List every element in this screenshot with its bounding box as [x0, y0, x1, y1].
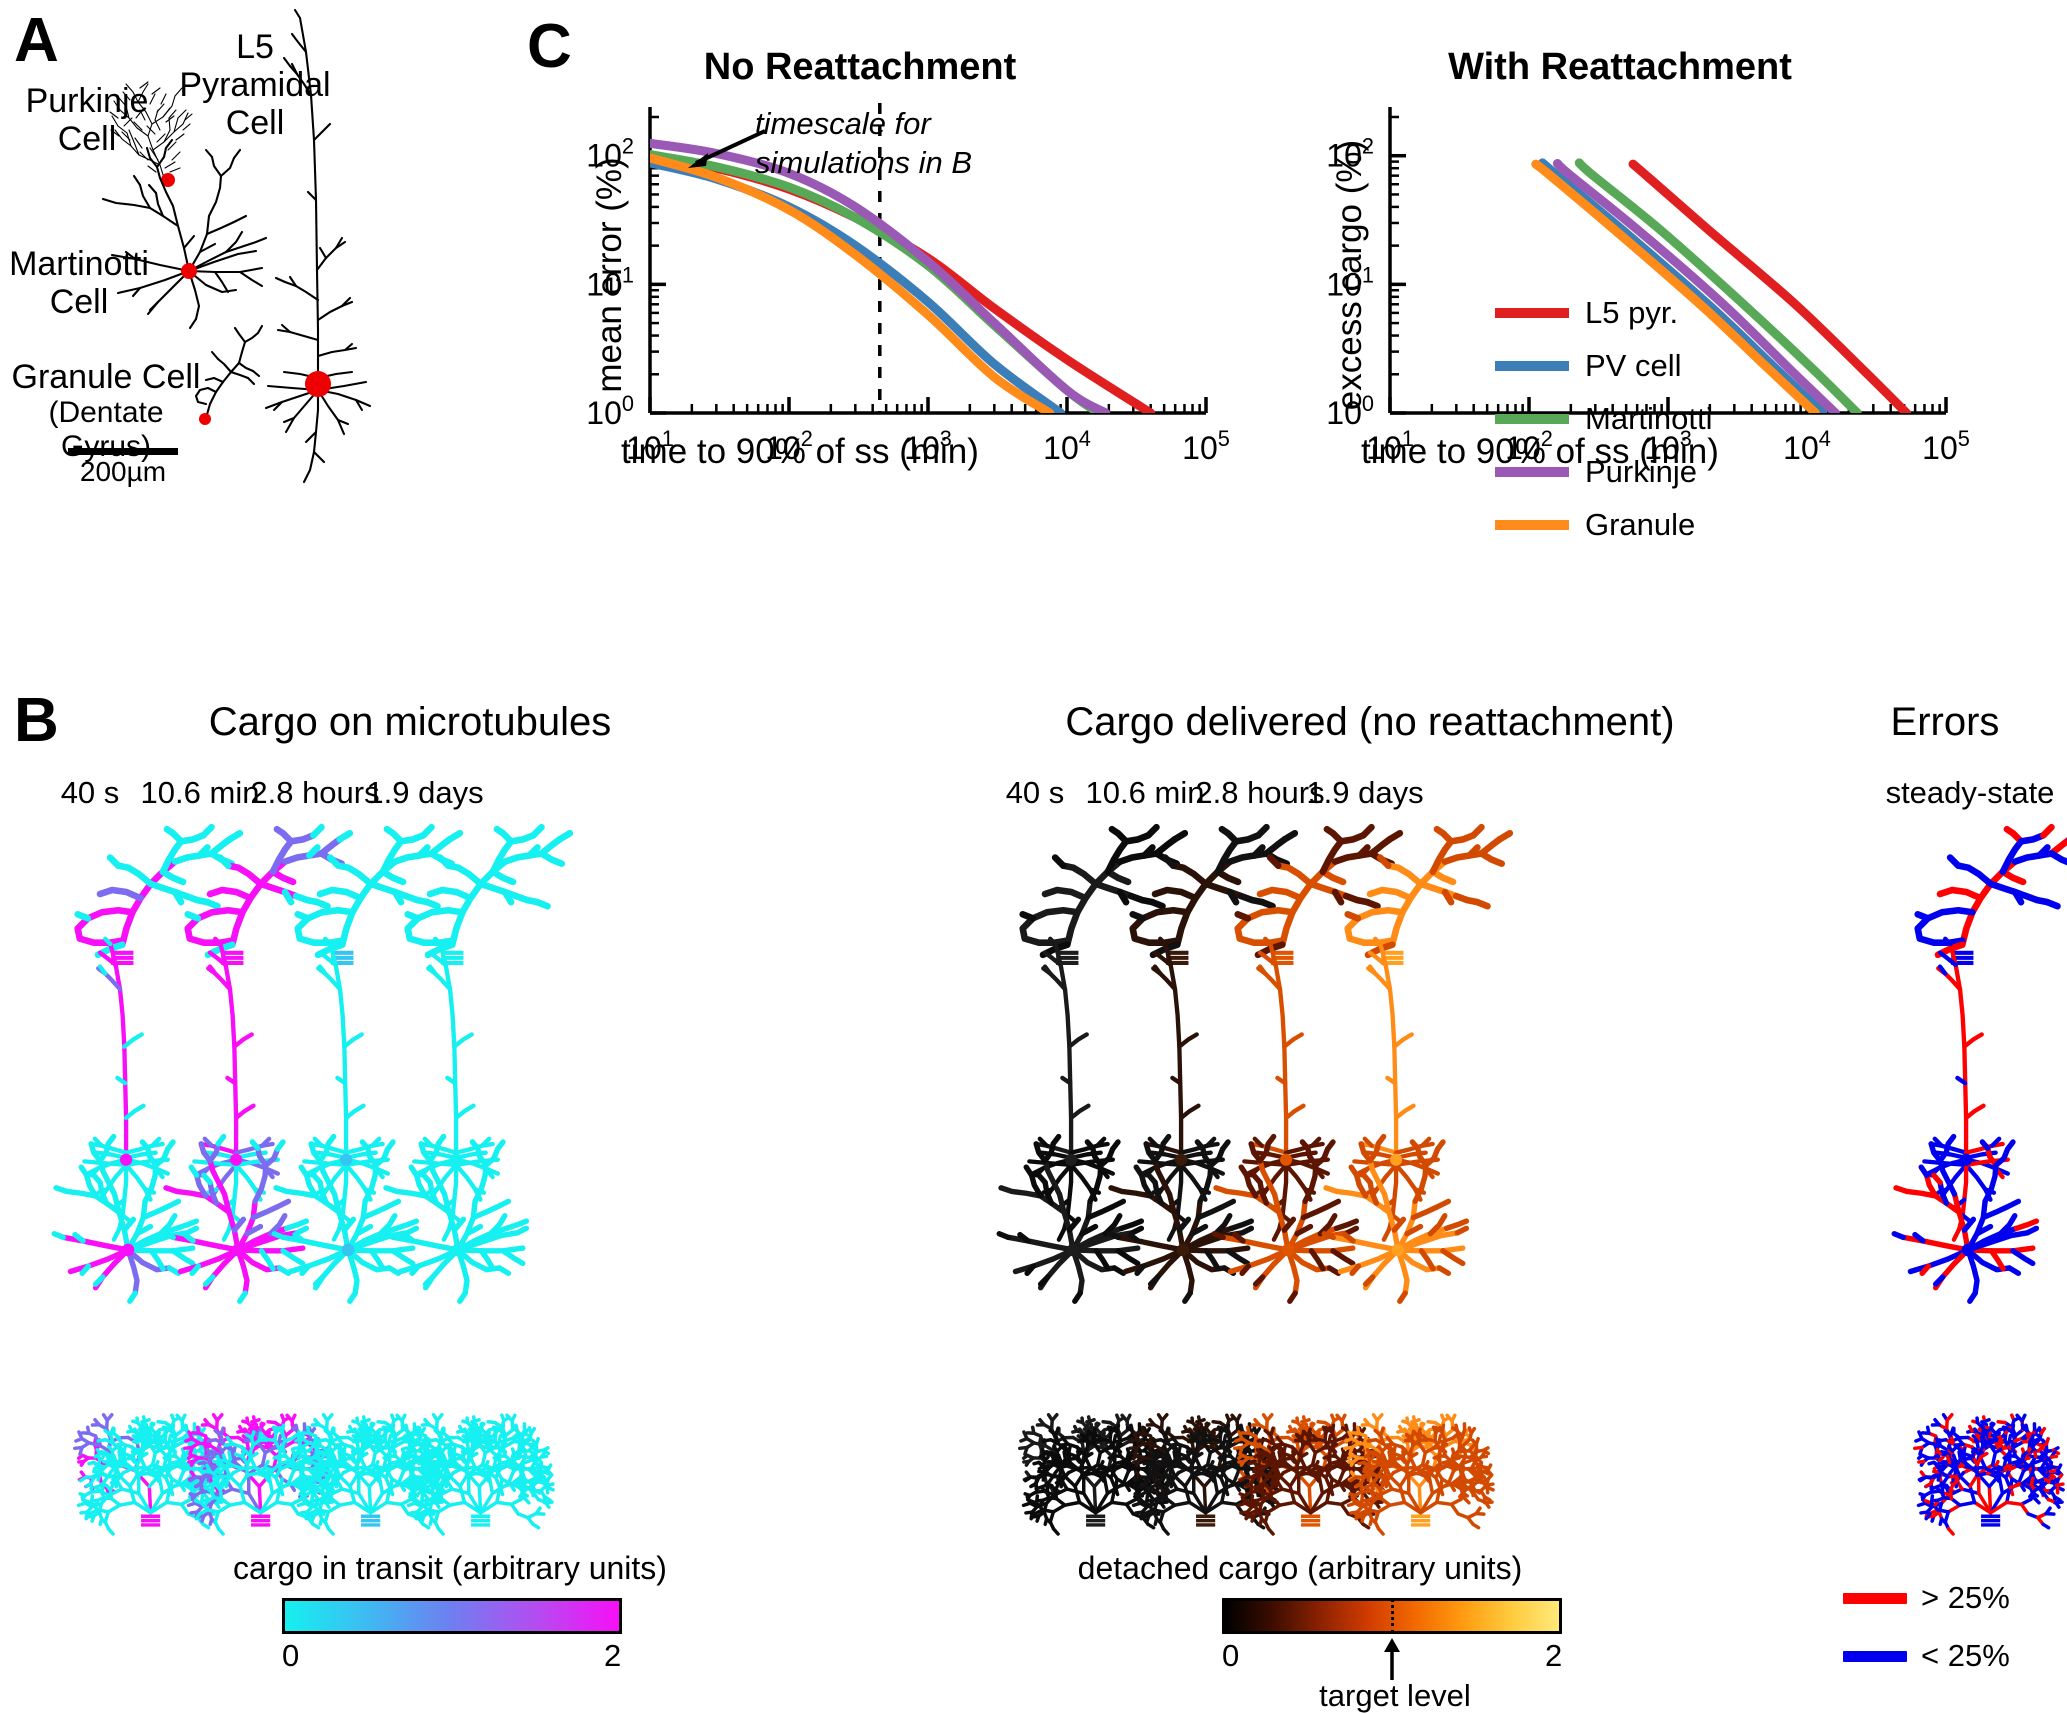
chart-legend-swatch-3 — [1495, 467, 1569, 477]
chart-legend-label-4: Granule — [1585, 507, 1696, 542]
scale-bar-label: 200µm — [79, 456, 167, 487]
granule-soma — [199, 413, 211, 425]
chart-legend-item-0: L5 pyr. — [1495, 295, 1795, 331]
neuron-martinotti-col-0 — [20, 1115, 227, 1317]
neuron-granule-col-2 — [240, 815, 475, 967]
col-label-transit-3: 1.9 days — [366, 775, 484, 810]
group-title-transit: Cargo on microtubules — [208, 700, 612, 744]
error-legend-swatch-high — [1843, 1592, 1907, 1604]
neuron-martinotti-col-4 — [965, 1115, 1172, 1317]
chart-legend-label-2: Martinotti — [1585, 401, 1713, 436]
error-legend: > 25% < 25% — [1843, 1580, 2010, 1674]
svg-text:104: 104 — [1043, 426, 1091, 466]
chart-legend-label-3: Purkinje — [1585, 454, 1697, 489]
neuron-purkinje-col-7 — [1290, 1295, 1551, 1536]
annotation-arrow-icon — [688, 129, 766, 168]
colorbar-target-marker — [1391, 1598, 1394, 1634]
chart-title-with-reattachment: With Reattachment — [1448, 46, 1792, 88]
error-legend-item-low: < 25% — [1843, 1638, 2010, 1674]
label-granule-cell: Granule Cell (Dentate Gyrus) — [11, 358, 201, 463]
chart-legend: L5 pyr. PV cell Martinotti Purkinje Granule — [1495, 295, 1795, 560]
colorbar-detached-max: 2 — [1545, 1638, 1563, 1673]
col-label-delivered-0: 40 s — [1005, 775, 1065, 810]
neuron-martinotti-col-5 — [1075, 1115, 1282, 1317]
col-label-transit-0: 40 s — [60, 775, 120, 810]
neuron-granule-col-3 — [350, 815, 585, 967]
colorbar-transit-max: 2 — [604, 1638, 622, 1673]
timescale-annotation: timescale for simulations in B — [755, 106, 973, 180]
ylabel-no-reattachment: mean error (%) — [590, 157, 629, 393]
ylabel-with-reattachment: excess cargo (%) — [1330, 139, 1369, 411]
error-legend-label-low: < 25% — [1921, 1638, 2010, 1673]
neuron-granule-col-0 — [20, 815, 255, 967]
label-l5-pyramidal-cell: L5 Pyramidal Cell — [179, 28, 331, 143]
col-label-delivered-1: 10.6 min — [1085, 775, 1205, 810]
martinotti-soma — [181, 263, 197, 279]
colorbar-title-detached: detached cargo (arbitrary units) — [1077, 1550, 1523, 1586]
chart-legend-swatch-1 — [1495, 361, 1569, 371]
col-label-transit-2: 2.8 hours — [250, 775, 380, 810]
purkinje-soma — [161, 173, 175, 187]
chart-legend-label-1: PV cell — [1585, 348, 1682, 383]
chart-legend-item-2: Martinotti — [1495, 401, 1795, 437]
chart-legend-item-4: Granule — [1495, 507, 1795, 543]
colorbar-title-transit: cargo in transit (arbitrary units) — [233, 1550, 667, 1586]
col-label-delivered-2: 2.8 hours — [1195, 775, 1325, 810]
chart-legend-label-0: L5 pyr. — [1585, 295, 1679, 330]
group-title-delivered: Cargo delivered (no reattachment) — [1065, 700, 1675, 744]
l5-pyramidal-morphology — [264, 8, 372, 484]
group-title-errors: Errors — [1890, 700, 2000, 744]
neuron-martinotti-col-1 — [130, 1115, 337, 1317]
granule-morphology — [194, 324, 264, 420]
neuron-martinotti-col-7 — [1290, 1115, 1497, 1317]
neuron-martinotti-col-2 — [240, 1115, 447, 1317]
colorbar-transit — [282, 1598, 622, 1634]
col-label-delivered-3: 1.9 days — [1306, 775, 1424, 810]
colorbar-transit-min: 0 — [282, 1638, 300, 1673]
martinotti-morphology — [101, 138, 268, 330]
neuron-l5pyr-col-2 — [240, 935, 440, 1253]
neuron-granule-col-4 — [965, 815, 1200, 967]
neuron-martinotti-col-8 — [1860, 1115, 2067, 1317]
xlabel-no-reattachment: time to 90% of ss (min) — [621, 432, 979, 471]
neuron-purkinje-col-8 — [1860, 1295, 2067, 1536]
panel-b-letter: B — [14, 686, 59, 755]
chart-legend-swatch-0 — [1495, 308, 1569, 318]
target-level-arrow-icon — [1384, 1638, 1400, 1680]
neuron-purkinje-col-3 — [350, 1295, 611, 1536]
svg-text:102: 102 — [586, 134, 634, 174]
error-legend-label-high: > 25% — [1921, 1580, 2010, 1615]
colorbar-target-label: target level — [1319, 1678, 1471, 1713]
svg-text:105: 105 — [1182, 426, 1230, 466]
panel-a-morphologies — [101, 8, 372, 484]
error-legend-swatch-low — [1843, 1650, 1907, 1662]
neuron-granule-col-8 — [1860, 815, 2067, 967]
svg-text:100: 100 — [586, 391, 634, 431]
colorbar-detached-min: 0 — [1222, 1638, 1240, 1673]
xlabel-with-reattachment: time to 90% of ss (min) — [1361, 432, 1719, 471]
col-label-transit-1: 10.6 min — [140, 775, 260, 810]
purkinje-morphology — [109, 81, 193, 179]
panel-a-letter: A — [14, 6, 59, 75]
error-legend-item-high: > 25% — [1843, 1580, 2010, 1616]
chart-legend-item-3: Purkinje — [1495, 454, 1795, 490]
svg-text:105: 105 — [1922, 426, 1970, 466]
chart-no-reattachment: 100 101 102 101 102 103 104 105 — [530, 95, 1230, 515]
chart-title-no-reattachment: No Reattachment — [703, 46, 1017, 88]
chart-legend-swatch-2 — [1495, 414, 1569, 424]
chart-with-reattachment: 100 101 102 101 102 103 104 105 — [1270, 95, 1970, 515]
neuron-martinotti-col-3 — [350, 1115, 557, 1317]
chart-legend-swatch-4 — [1495, 520, 1569, 530]
scale-bar — [68, 448, 178, 455]
col-label-errors-steady-state: steady-state — [1885, 775, 2055, 810]
svg-text:100: 100 — [1326, 391, 1374, 431]
l5-pyramidal-soma — [305, 371, 331, 397]
chart-legend-item-1: PV cell — [1495, 348, 1795, 384]
neuron-martinotti-col-6 — [1180, 1115, 1387, 1317]
svg-text:104: 104 — [1783, 426, 1831, 466]
panel-c-letter: C — [527, 12, 572, 81]
panel-b-neuron-grid — [0, 815, 2067, 1536]
